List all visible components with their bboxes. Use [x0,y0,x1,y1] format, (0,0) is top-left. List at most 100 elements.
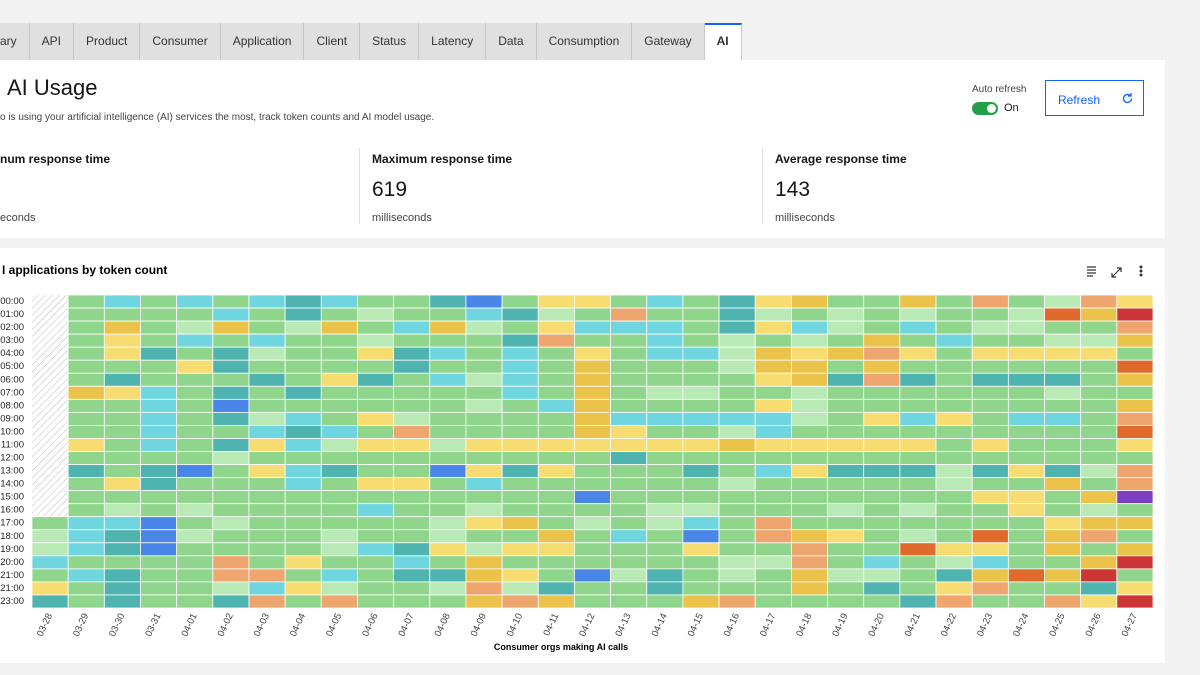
tab[interactable]: Application [220,23,305,60]
tab[interactable]: API [29,23,75,60]
stat-value: 143 [775,178,811,201]
heat-cell [1116,451,1154,465]
heat-cell [971,477,1009,492]
heat-cell [103,438,141,452]
heat-cell [610,385,648,400]
heat-cell [320,490,358,505]
heat-cell [67,438,105,452]
heat-cell [863,438,901,452]
stat-unit: econds [0,212,36,224]
heat-cell [1044,307,1082,322]
tab[interactable]: Gateway [632,23,705,60]
heat-cell [754,385,792,400]
heat-cell [935,503,973,518]
x-axis-title: Consumer orgs making AI calls [494,642,628,652]
heat-cell [537,568,575,583]
x-tick-label: 04-14 [650,612,670,639]
no-data-cell [32,451,69,465]
y-tick-label: 23:00 [0,596,24,607]
heat-cell [429,516,467,531]
tab[interactable]: Client [304,23,361,60]
heat-cell [1007,477,1045,492]
y-tick-label: 00:00 [0,296,24,307]
tab[interactable]: Latency [419,23,487,60]
toggle[interactable] [972,102,998,115]
heat-cell [103,359,141,374]
heat-cell [899,516,937,531]
heat-cell [754,464,792,478]
y-tick-label: 15:00 [0,492,24,503]
heat-cell [103,529,141,544]
x-tick-label: 04-27 [1120,612,1140,639]
heat-cell [140,581,178,596]
heat-cell [574,372,611,387]
heat-cell [646,372,684,387]
heat-cell [718,346,756,361]
tab[interactable]: ary [0,23,30,60]
tab[interactable]: Product [74,23,141,60]
heat-cell [610,333,648,348]
heat-cell [899,398,937,413]
tab[interactable]: Consumption [536,23,633,60]
heat-cell [284,398,322,413]
refresh-button[interactable]: Refresh [1045,80,1144,116]
heat-cell [501,411,539,426]
heat-cell [718,451,756,465]
heat-cell [971,542,1009,557]
heat-cell [1116,307,1154,322]
heat-cell [863,542,901,557]
heat-cell [899,307,937,322]
heat-cell [1116,594,1154,609]
x-tick-label: 04-02 [216,612,236,639]
heat-cell [646,516,684,531]
heat-cell [646,568,684,583]
heat-cell [320,529,358,544]
heat-cell [1116,529,1154,544]
heat-cell [718,516,756,531]
heat-cell [1044,411,1082,426]
x-tick-label: 04-13 [613,612,633,639]
tab[interactable]: Status [360,23,420,60]
tab[interactable]: Consumer [140,23,221,60]
heat-cell [393,372,431,387]
heat-cell [284,359,322,374]
heat-cell [320,594,358,609]
x-tick-label: 04-11 [541,612,561,638]
heat-cell [429,294,467,309]
heat-cell [646,594,684,609]
heat-cell [754,372,792,387]
heat-cell [465,503,503,518]
heat-cell [31,542,69,557]
toolbar-icons[interactable] [1087,265,1143,278]
heat-cell [140,516,178,531]
heat-cell [1044,385,1082,400]
heat-cell [140,464,178,478]
tab[interactable]: AI [704,23,742,60]
heat-cell [899,594,937,609]
heat-cell [140,594,178,609]
heat-cell [827,333,865,348]
heat-cell [790,425,828,439]
x-tick-label: 04-05 [324,612,344,639]
heat-cell [899,411,937,426]
heat-cell [465,359,503,374]
heat-cell [429,398,467,413]
heat-cell [827,346,865,361]
heat-cell [1080,555,1118,570]
heat-cell [67,451,105,465]
tab[interactable]: Data [486,23,537,60]
heat-cell [754,294,792,309]
heat-cell [1044,594,1082,609]
heat-cell [320,503,358,518]
heat-cell [103,307,141,322]
heat-cell [140,555,178,570]
no-data-cell [32,464,69,478]
heat-cell [1007,594,1045,609]
heat-cell [67,581,105,596]
heat-cell [1007,307,1045,322]
heat-cell [248,294,286,309]
heat-cell [176,555,214,570]
heat-cell [935,490,973,505]
heat-cell [971,320,1009,335]
heat-cell [140,542,178,557]
